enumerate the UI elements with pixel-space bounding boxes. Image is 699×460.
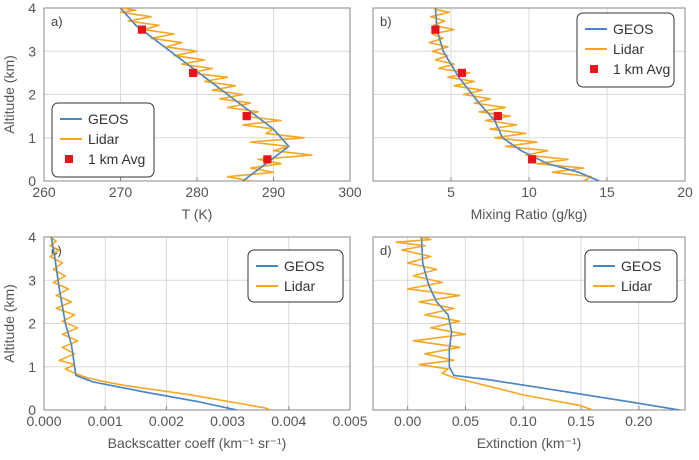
legend: GEOS Lidar 1 km Avg (51, 102, 155, 178)
y-tick-label: 3 (28, 43, 36, 59)
panel-label: a) (51, 14, 63, 29)
y-tick-label: 2 (28, 87, 36, 103)
panel-a: 260 270 280 290 300 0 1 2 3 4 T (K) Altitude (km) a)… (1, 0, 362, 222)
y-tick-label: 0 (28, 173, 36, 189)
lidar-line (49, 237, 271, 410)
legend-entry: 1 km Avg (613, 61, 670, 77)
legend-entry: GEOS (88, 111, 128, 127)
x-tick-label: 0.005 (332, 413, 367, 429)
panel-label: d) (380, 243, 392, 258)
panel-d: 0.00 0.05 0.10 0.15 0.20 Extinction (km⁻¹) d) G… (372, 236, 686, 451)
x-tick-label: 0.002 (149, 413, 184, 429)
avg-marker (457, 68, 466, 77)
series-group (49, 237, 271, 410)
x-axis-label: Extinction (km⁻¹) (477, 435, 582, 451)
geos-line-overlay (119, 8, 290, 181)
legend-swatch-avg (65, 155, 73, 163)
series-group (395, 237, 680, 410)
legend-entry: Lidar (88, 131, 119, 147)
legend-box (576, 12, 675, 88)
plot-frame (43, 236, 351, 411)
legend-entry: GEOS (621, 258, 661, 274)
legend-box (51, 102, 155, 178)
x-axis-label: Backscatter coeff (km⁻¹ sr⁻¹) (108, 435, 287, 451)
legend-box (247, 249, 344, 303)
y-tick-label: 1 (28, 130, 36, 146)
y-tick-label: 4 (28, 0, 36, 16)
legend-swatch-avg (590, 65, 598, 73)
legend-entry: GEOS (284, 258, 324, 274)
legend: GEOS Lidar 1 km Avg (576, 12, 675, 88)
x-tick-label: 280 (185, 184, 209, 200)
plot-frame (372, 236, 686, 411)
geos-line-overlay (50, 237, 237, 410)
x-tick-label: 0.001 (88, 413, 123, 429)
legend-entry: Lidar (613, 41, 644, 57)
x-tick-label: 0.05 (452, 413, 479, 429)
y-tick-label: 4 (28, 229, 36, 245)
x-tick-label: 5 (447, 184, 455, 200)
avg-marker (189, 68, 198, 77)
avg-marker (431, 25, 440, 34)
y-tick-label: 3 (28, 272, 36, 288)
x-axis-label: T (K) (182, 206, 213, 222)
legend-entry: 1 km Avg (88, 151, 145, 167)
y-axis-label: Altitude (km) (1, 284, 17, 363)
avg-marker (263, 155, 272, 164)
legend-entry: GEOS (613, 21, 653, 37)
x-tick-label: 290 (262, 184, 286, 200)
y-tick-label: 1 (28, 359, 36, 375)
x-tick-label: 300 (338, 184, 362, 200)
panel-label: c) (51, 243, 62, 258)
avg-marker (493, 112, 502, 121)
x-tick-label: 0.15 (567, 413, 594, 429)
y-tick-label: 2 (28, 316, 36, 332)
geos-line-overlay (420, 237, 680, 410)
legend: GEOS Lidar (247, 249, 344, 303)
panel-label: b) (380, 14, 392, 29)
x-tick-label: 270 (109, 184, 133, 200)
series-group (119, 8, 313, 181)
series-group (428, 8, 600, 181)
x-tick-label: 20 (677, 184, 693, 200)
legend-entry: Lidar (621, 278, 652, 294)
legend-box (584, 249, 678, 303)
lidar-line (395, 237, 593, 410)
y-axis-label: Altitude (km) (1, 55, 17, 134)
panel-b: 5 10 15 20 Mixing Ratio (g/kg) b) GEOS Lidar 1 k… (372, 7, 693, 222)
x-tick-label: 0.00 (394, 413, 421, 429)
x-axis-label: Mixing Ratio (g/kg) (471, 206, 588, 222)
x-tick-label: 0.10 (510, 413, 537, 429)
avg-marker (528, 155, 537, 164)
x-tick-label: 0.003 (210, 413, 245, 429)
x-tick-label: 15 (599, 184, 615, 200)
x-tick-label: 0.004 (271, 413, 306, 429)
geos-line-overlay (434, 8, 600, 181)
x-tick-label: 260 (32, 184, 56, 200)
x-tick-label: 0.20 (625, 413, 652, 429)
avg-marker (137, 25, 146, 34)
panel-c: 0.000 0.001 0.002 0.003 0.004 0.005 0 1 2 3 4 Backs… (1, 229, 368, 451)
legend: GEOS Lidar (584, 249, 678, 303)
avg-marker (242, 112, 251, 121)
y-tick-label: 0 (28, 402, 36, 418)
x-tick-label: 0.000 (26, 413, 61, 429)
legend-entry: Lidar (284, 278, 315, 294)
x-tick-label: 10 (521, 184, 537, 200)
